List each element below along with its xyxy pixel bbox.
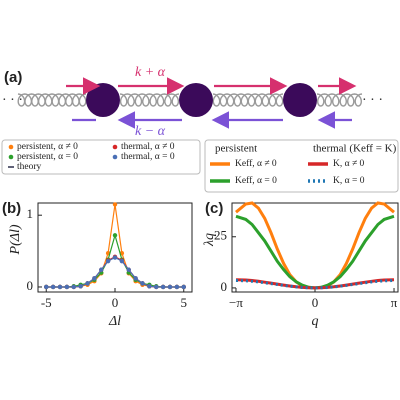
data-point (64, 284, 70, 290)
legend-label: thermal, α ≠ 0 (121, 142, 175, 152)
x-tick-label: π (391, 295, 398, 310)
legend-label: Keff, α ≠ 0 (235, 158, 277, 169)
plot-frame (231, 202, 399, 293)
series-line (46, 233, 184, 288)
series-line (235, 279, 395, 290)
rate-label: k − α (135, 124, 166, 139)
legend-box (1, 139, 201, 175)
series-line (46, 204, 184, 288)
data-point (112, 233, 118, 238)
series-line (235, 201, 395, 290)
legend-marker (8, 144, 14, 150)
x-tick-label: 5 (181, 295, 188, 310)
ellipsis: · · · (2, 93, 23, 108)
spring (17, 93, 87, 107)
data-point (50, 284, 56, 290)
spring-diagram: (a) · · · · · · k + α k − α (2, 65, 383, 139)
data-point (92, 276, 97, 281)
y-tick-label: 25 (214, 228, 227, 243)
legend-label: K, α ≠ 0 (333, 159, 365, 169)
legend-title: thermal (Keff = K) (313, 143, 397, 155)
series-line (46, 256, 184, 288)
legend-label: persistent, α ≠ 0 (17, 142, 78, 152)
data-point (44, 284, 49, 290)
legend-label: Keff, α = 0 (235, 175, 277, 186)
data-point (147, 284, 152, 289)
data-point (154, 284, 159, 290)
bead (86, 83, 120, 117)
ellipsis: · · · (362, 93, 383, 108)
legend-label: persistent, α = 0 (17, 152, 78, 162)
legend-title: persistent (215, 143, 257, 155)
data-point (78, 284, 83, 289)
data-point (99, 267, 104, 272)
spring (119, 93, 180, 107)
legend-marker (112, 154, 118, 160)
y-tick-label: 0 (27, 278, 34, 293)
data-point (57, 284, 63, 290)
legend-label: K, α = 0 (333, 176, 365, 186)
legend-marker (8, 154, 14, 160)
y-tick-label: 1 (27, 206, 34, 221)
panel-label: (a) (4, 69, 22, 86)
data-point (112, 255, 118, 260)
rate-label: k + α (135, 65, 166, 80)
spring (316, 93, 363, 107)
x-tick-label: 0 (112, 295, 119, 310)
legend-marker (112, 144, 118, 150)
bead (179, 83, 213, 117)
legend-label: thermal, α = 0 (121, 152, 175, 162)
series-line (235, 214, 395, 290)
x-axis-label: q (312, 314, 319, 329)
x-tick-label: −π (229, 295, 243, 310)
data-point (105, 258, 111, 264)
bead (283, 83, 317, 117)
x-tick-label: -5 (41, 295, 52, 310)
data-point (174, 284, 180, 290)
panel-label: (c) (205, 200, 223, 217)
data-point (126, 267, 131, 272)
y-axis-label: λq (202, 233, 217, 247)
data-point (71, 284, 76, 290)
legend-label: theory (17, 162, 42, 172)
x-axis-label: Δl (108, 314, 121, 329)
data-point (85, 281, 90, 286)
data-point (119, 258, 125, 264)
data-point (112, 202, 118, 207)
y-axis-label: P(Δl) (8, 224, 23, 255)
data-point (167, 284, 173, 290)
data-point (160, 284, 166, 290)
x-tick-label: 0 (312, 295, 319, 310)
data-point (133, 276, 138, 281)
panel-label: (b) (2, 200, 21, 217)
spring (212, 93, 284, 107)
data-point (181, 284, 186, 290)
y-tick-label: 0 (221, 279, 228, 294)
legend-box (204, 139, 399, 193)
plot-frame (37, 202, 193, 293)
series-line (46, 256, 184, 288)
data-point (140, 281, 145, 286)
